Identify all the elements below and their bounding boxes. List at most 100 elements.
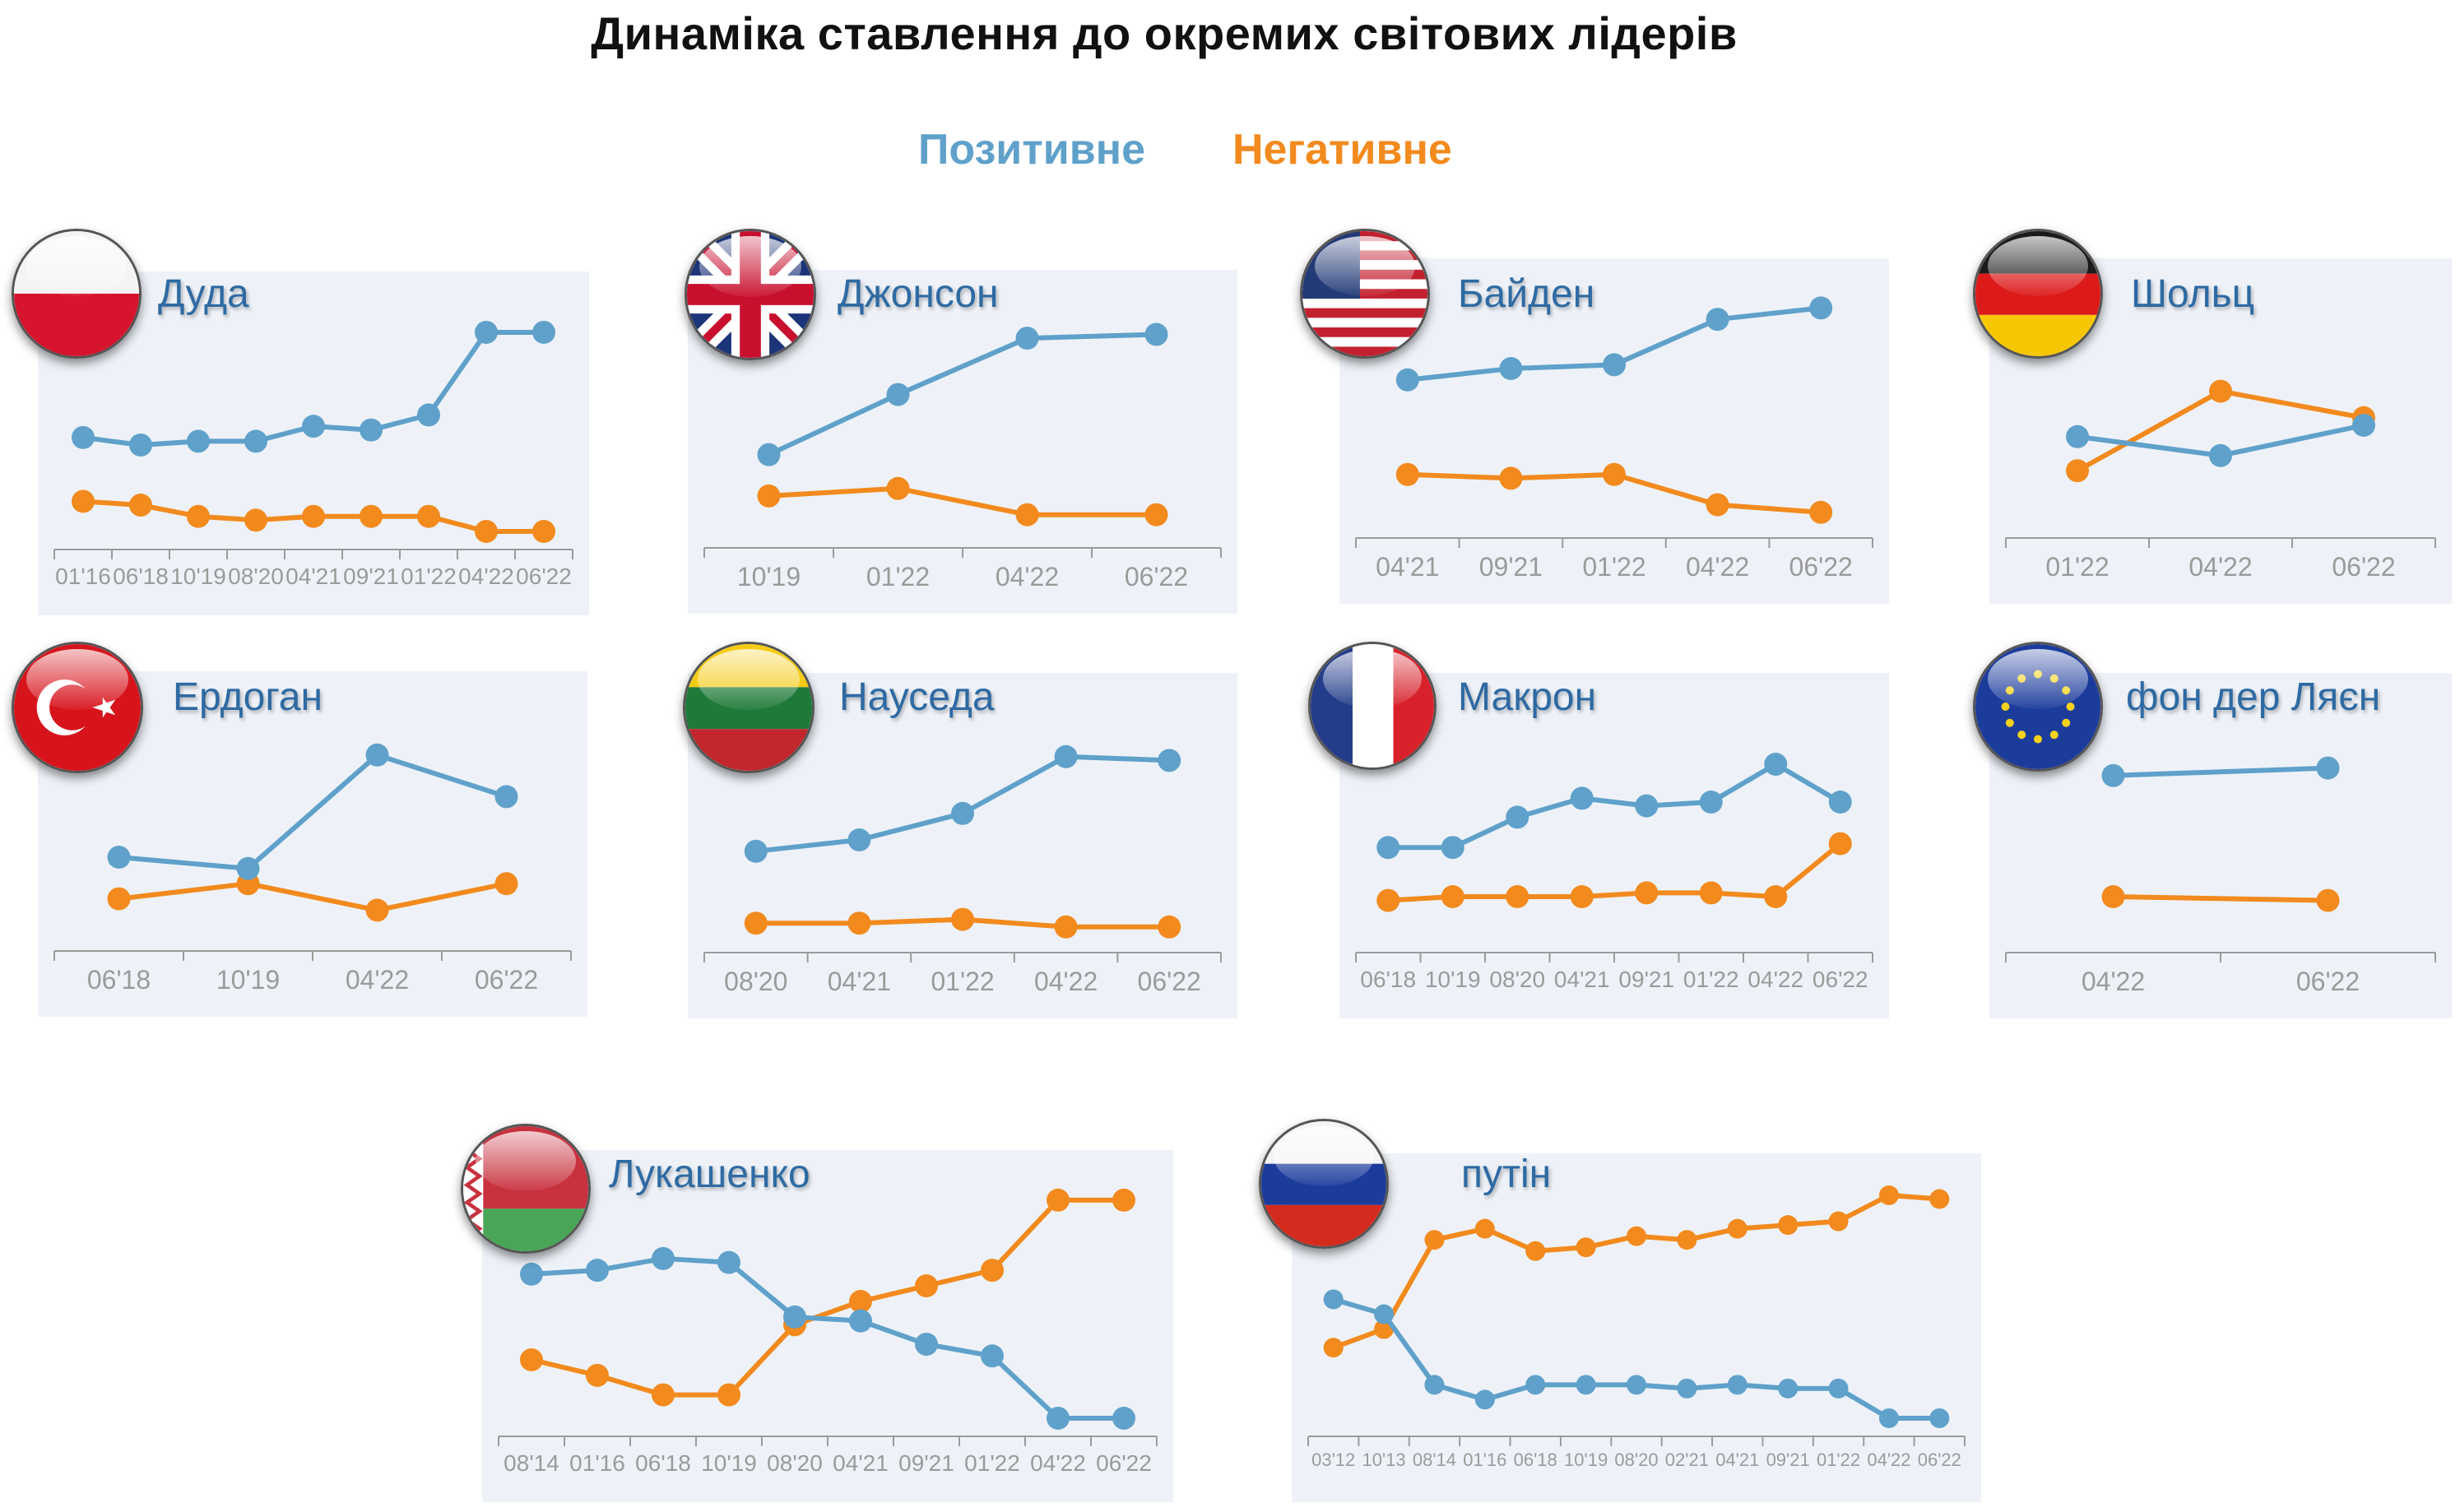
x-tick-label: 06'22 — [1125, 562, 1188, 591]
lithuania-flag-icon — [683, 642, 815, 773]
data-point-positive — [1878, 1408, 1899, 1428]
x-tick-label: 08'14 — [504, 1450, 559, 1476]
data-point-negative — [1395, 462, 1419, 486]
data-point-negative — [981, 1259, 1004, 1282]
data-point-negative — [951, 907, 974, 931]
data-point-negative — [586, 1363, 609, 1387]
data-point-negative — [1828, 1211, 1849, 1231]
data-point-negative — [532, 520, 555, 543]
data-point-negative — [244, 508, 267, 532]
series-line-positive — [1330, 1296, 1942, 1421]
data-point-negative — [494, 872, 518, 896]
x-tick-label: 01'22 — [964, 1450, 1020, 1476]
data-point-negative — [1015, 503, 1039, 526]
data-point-negative — [915, 1274, 938, 1298]
x-tick-label: 06'18 — [635, 1450, 691, 1476]
x-tick-label: 08'20 — [767, 1450, 823, 1476]
x-tick-label: 04'21 — [1554, 967, 1610, 992]
chart-panel-lukashenko: 08'14 01'16 06'18 10'19 08'20 04'21 09'21 01'22… — [482, 1150, 1173, 1502]
leader-name-duda: Дуда — [158, 272, 249, 316]
data-point-positive — [2209, 443, 2232, 467]
data-point-negative — [1144, 503, 1168, 526]
data-point-negative — [1441, 885, 1464, 908]
data-point-negative — [107, 887, 131, 911]
data-point-positive — [1706, 308, 1729, 332]
data-point-positive — [532, 320, 555, 344]
series-line-negative — [1330, 1193, 1942, 1351]
chart-svg: 01'16 06'18 10'19 08'20 04'21 09'21 01'22 04'22… — [53, 320, 573, 589]
data-point-positive — [2316, 756, 2340, 780]
data-point-positive — [236, 856, 260, 880]
data-point-negative — [849, 1290, 872, 1313]
leader-name-nauseda: Науседа — [839, 675, 995, 719]
usa-flag-icon — [1300, 229, 1430, 359]
data-point-negative — [757, 484, 781, 508]
x-tick-label: 04'22 — [1686, 552, 1749, 582]
x-tick-label: 01'22 — [1582, 552, 1645, 582]
chart-panel-putin: 03'12 10'13 08'14 01'16 06'18 10'19 08'20 02'21… — [1292, 1153, 1981, 1502]
x-tick-label: 02'21 — [1665, 1449, 1709, 1470]
legend-positive: Позитивне — [918, 126, 1145, 174]
france-flag-icon — [1308, 642, 1437, 770]
data-point-negative — [1878, 1185, 1899, 1206]
data-point-positive — [72, 425, 95, 449]
data-point-negative — [1929, 1189, 1950, 1209]
data-point-positive — [717, 1250, 740, 1274]
data-point-positive — [2352, 414, 2375, 437]
data-point-positive — [1677, 1378, 1697, 1398]
chart-svg: 10'19 01'22 04'22 06'22 — [703, 322, 1222, 591]
data-point-negative — [744, 911, 768, 935]
x-tick-label: 06'22 — [1096, 1450, 1152, 1476]
data-point-positive — [360, 418, 383, 442]
data-point-negative — [886, 476, 910, 500]
x-tick-label: 06'18 — [1360, 967, 1416, 992]
data-point-negative — [1525, 1241, 1546, 1261]
data-point-positive — [1323, 1289, 1344, 1310]
data-point-positive — [2066, 424, 2089, 448]
data-point-negative — [1635, 881, 1659, 905]
data-point-positive — [244, 429, 267, 453]
x-tick-label: 04'22 — [1748, 967, 1803, 992]
x-tick-label: 01'22 — [866, 562, 930, 591]
x-tick-label: 04'22 — [2188, 552, 2252, 582]
series-line-positive — [766, 332, 1159, 457]
data-point-positive — [1395, 368, 1419, 392]
x-tick-label: 06'22 — [1138, 967, 1201, 996]
data-point-negative — [1778, 1215, 1799, 1236]
chart-svg: 08'20 04'21 01'22 04'22 06'22 — [703, 744, 1222, 996]
data-point-negative — [1627, 1226, 1646, 1246]
data-point-positive — [1015, 327, 1039, 350]
data-point-positive — [744, 839, 768, 863]
data-point-positive — [302, 415, 325, 438]
data-point-positive — [1424, 1375, 1445, 1395]
x-tick-label: 08'20 — [228, 564, 284, 589]
x-tick-label: 04'22 — [2082, 967, 2145, 996]
data-point-negative — [417, 504, 440, 528]
x-tick-label: 06'18 — [113, 564, 169, 589]
data-point-negative — [1727, 1218, 1748, 1239]
data-point-negative — [847, 911, 871, 935]
data-point-positive — [783, 1305, 806, 1329]
russia-flag-icon — [1259, 1119, 1389, 1249]
data-point-positive — [129, 433, 152, 457]
data-point-positive — [187, 429, 210, 453]
x-tick-label: 01'22 — [931, 967, 994, 996]
data-point-negative — [1054, 915, 1078, 939]
x-tick-label: 08'20 — [1614, 1449, 1658, 1470]
data-point-negative — [1764, 885, 1788, 908]
data-point-negative — [360, 504, 383, 528]
x-tick-label: 06'22 — [516, 564, 572, 589]
data-point-negative — [1047, 1188, 1070, 1212]
data-point-positive — [1603, 353, 1626, 377]
data-point-positive — [1809, 296, 1833, 320]
chart-svg: 04'21 09'21 01'22 04'22 06'22 — [1355, 296, 1873, 582]
data-point-positive — [1158, 749, 1181, 772]
data-point-negative — [72, 489, 95, 513]
data-point-negative — [1828, 832, 1852, 856]
x-tick-label: 01'16 — [569, 1450, 625, 1476]
data-point-negative — [1576, 1237, 1596, 1258]
data-point-negative — [1603, 462, 1626, 486]
x-tick-label: 10'13 — [1362, 1449, 1405, 1470]
x-tick-label: 06'22 — [2332, 552, 2395, 582]
data-point-positive — [1112, 1407, 1135, 1430]
